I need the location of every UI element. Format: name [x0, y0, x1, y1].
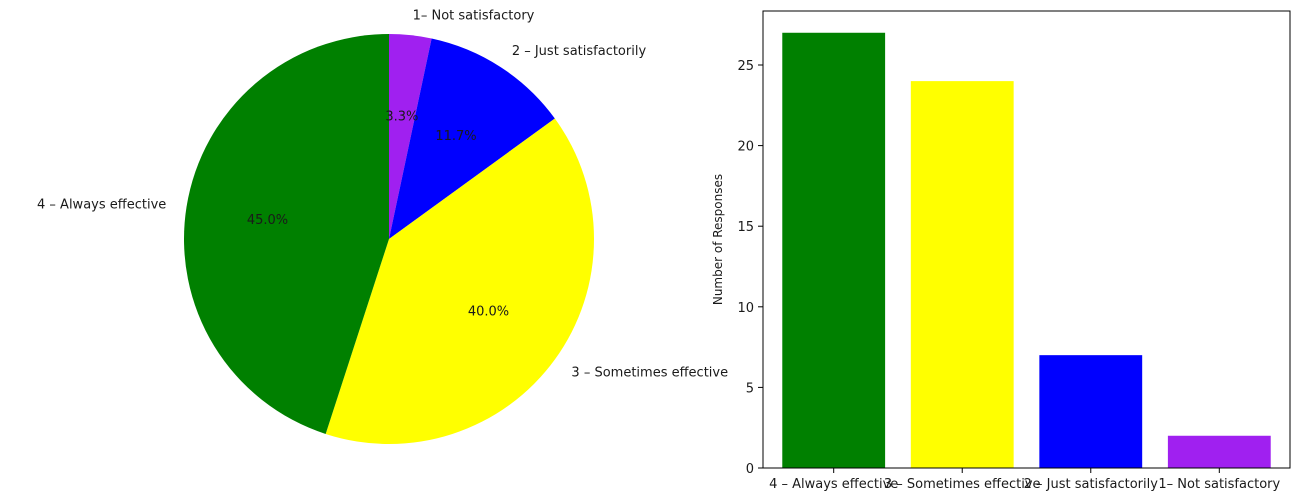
bar-2-just-satisfactorily — [1039, 355, 1143, 468]
pie-percent-label: 11.7% — [435, 129, 476, 144]
x-tick-label: 1– Not satisfactory — [1158, 477, 1280, 492]
pie-percent-label: 40.0% — [468, 304, 509, 319]
pie-percent-label: 45.0% — [247, 213, 288, 228]
plot-frame — [762, 10, 1291, 469]
pie-slice-2-just-satisfactorily — [389, 38, 555, 240]
bar-4-always-effective — [782, 32, 886, 469]
pie-label: 2 – Just satisfactorily — [512, 44, 647, 59]
pie-chart: 3.3% 1– Not satisfactory 11.7% 2 – Just sat… — [37, 9, 728, 444]
pie-slice-3-sometimes-effective — [325, 118, 595, 444]
x-tick-label: 4 – Always effective — [769, 477, 898, 492]
y-tick-label: 0 — [746, 462, 754, 477]
y-tick-label: 25 — [737, 59, 754, 74]
x-tick-label: 2 – Just satisfactorily — [1024, 477, 1159, 492]
y-axis-label: Number of Responses — [711, 174, 725, 305]
pie-label: 1– Not satisfactory — [413, 9, 535, 24]
y-tick-label: 15 — [737, 220, 754, 235]
pie-slice-4-always-effective — [183, 34, 389, 434]
y-tick-label: 10 — [737, 301, 754, 316]
pie-label: 3 – Sometimes effective — [571, 366, 728, 381]
pie-percent-label: 3.3% — [385, 110, 418, 125]
pie-label: 4 – Always effective — [37, 198, 166, 213]
y-tick-label: 20 — [737, 140, 754, 155]
bar-1-not-satisfactory — [1167, 435, 1271, 468]
y-tick-label: 5 — [746, 381, 754, 396]
pie-slice-1-not-satisfactory — [389, 34, 432, 239]
x-tick-label: 3 – Sometimes effective — [884, 477, 1041, 492]
bar-3-sometimes-effective — [910, 81, 1014, 468]
